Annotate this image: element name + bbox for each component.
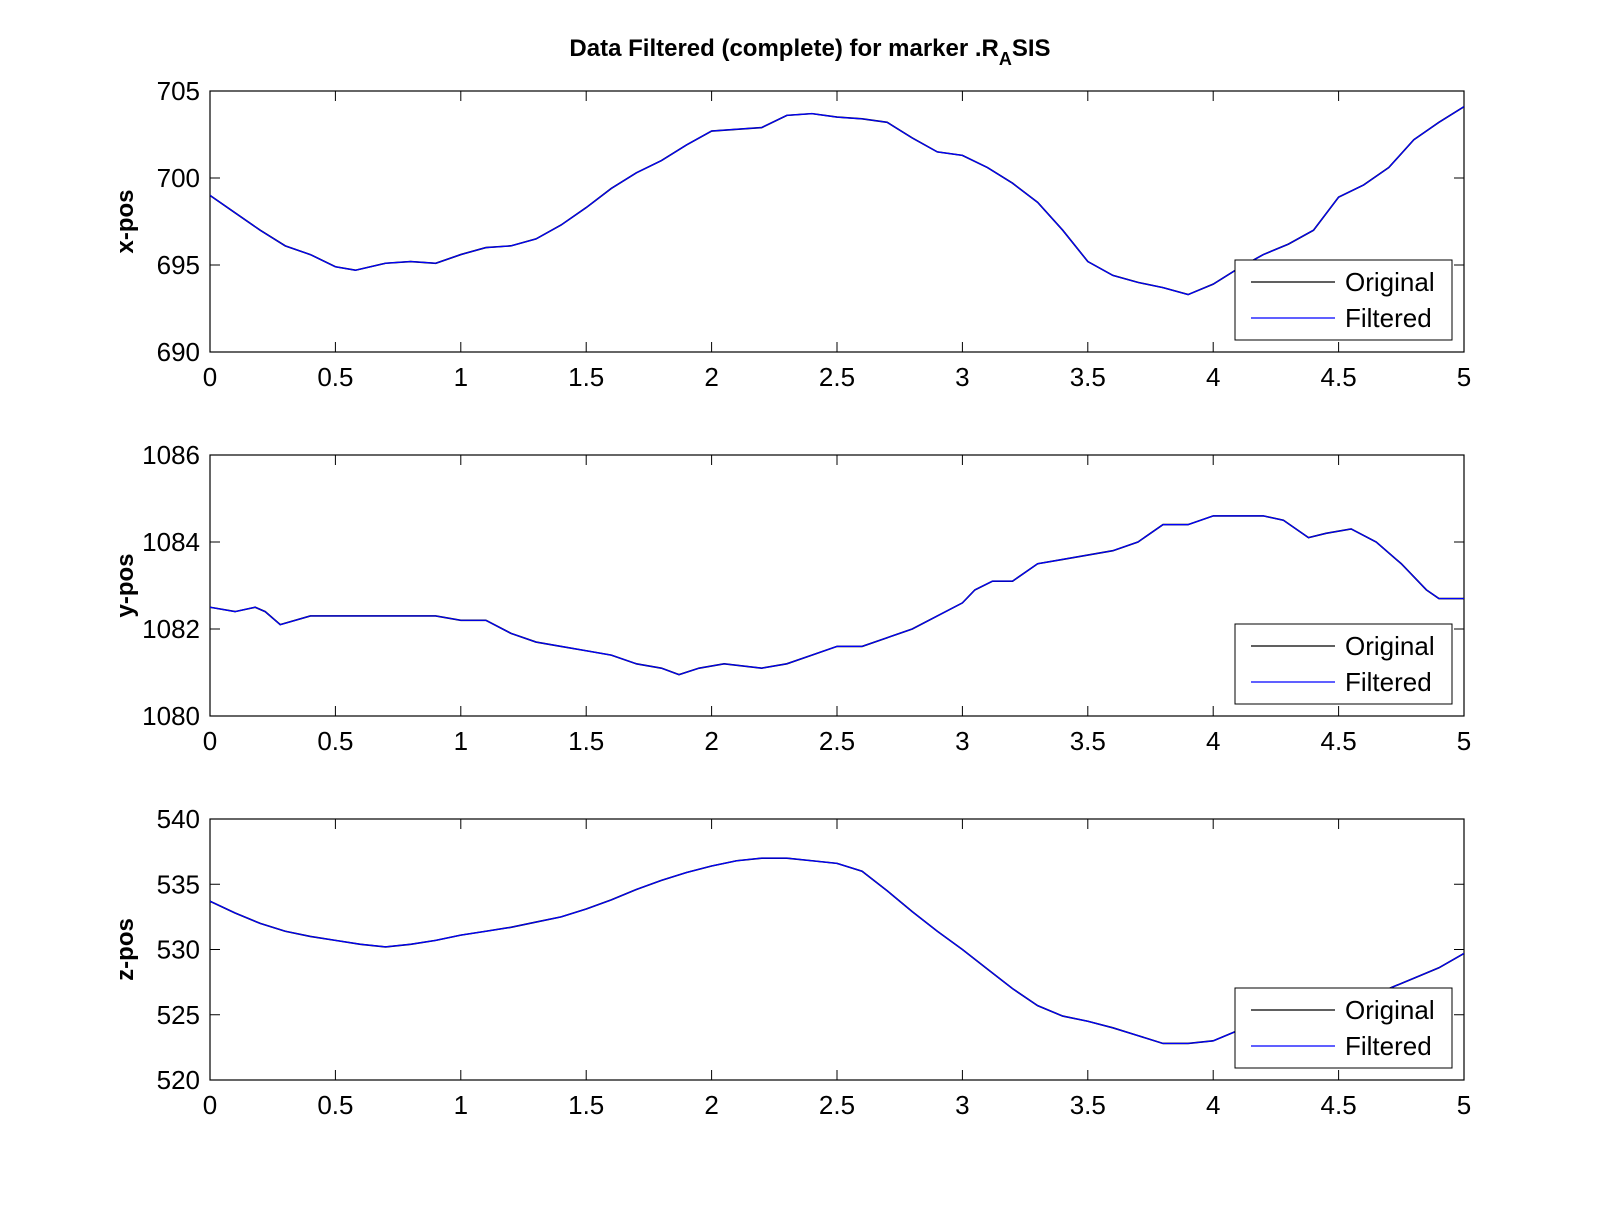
y-tick-label: 1086	[142, 440, 200, 470]
y-axis-label: x-pos	[112, 189, 139, 253]
subplot-z-pos: 0 0.5 1 1.5 2 2.5 3 3.5 4 4.5 5 520 525 530 535 540 z-po…	[112, 804, 1471, 1120]
chart-title-tail: SIS	[1012, 35, 1051, 62]
x-tick-label: 2.5	[819, 362, 855, 392]
y-tick-label: 700	[157, 163, 200, 193]
y-tick-label: 540	[157, 804, 200, 834]
legend-label-filtered: Filtered	[1345, 667, 1432, 697]
legend-box	[1234, 987, 1453, 1069]
legend-label-filtered: Filtered	[1345, 303, 1432, 333]
x-tick-label: 2.5	[819, 1090, 855, 1120]
legend-label-original: Original	[1345, 995, 1435, 1025]
chart-title-main: Data Filtered (complete) for marker .R	[569, 35, 998, 62]
y-tick-label: 535	[157, 869, 200, 899]
x-tick-label: 5	[1457, 726, 1471, 756]
x-tick-label: 2	[704, 362, 718, 392]
y-tick-label: 520	[157, 1065, 200, 1095]
x-tick-label: 4.5	[1321, 726, 1357, 756]
x-tick-label: 4.5	[1321, 1090, 1357, 1120]
x-tick-label: 3.5	[1070, 362, 1106, 392]
legend-label-filtered: Filtered	[1345, 1031, 1432, 1061]
x-tick-label: 0.5	[317, 726, 353, 756]
x-tick-label: 0.5	[317, 362, 353, 392]
x-tick-label: 3	[955, 726, 969, 756]
x-tick-label: 0	[203, 362, 217, 392]
x-tick-label: 3	[955, 362, 969, 392]
y-tick-label: 690	[157, 337, 200, 367]
y-tick-label: 1084	[142, 527, 200, 557]
y-tick-label: 695	[157, 250, 200, 280]
legend: Original Filtered	[1234, 623, 1453, 705]
chart-title-subscript: A	[999, 49, 1012, 69]
x-tick-label: 4	[1206, 726, 1220, 756]
series-line-filtered	[210, 106, 1464, 296]
legend-box	[1234, 623, 1453, 705]
x-tick-label: 3	[955, 1090, 969, 1120]
x-tick-label: 2	[704, 726, 718, 756]
y-axis-label: y-pos	[112, 553, 139, 617]
y-tick-label: 705	[157, 76, 200, 106]
x-tick-label: 2	[704, 1090, 718, 1120]
legend-box	[1234, 259, 1453, 341]
x-tick-label: 1.5	[568, 726, 604, 756]
x-tick-label: 1.5	[568, 362, 604, 392]
x-tick-label: 5	[1457, 362, 1471, 392]
legend: Original Filtered	[1234, 259, 1453, 341]
y-tick-label: 525	[157, 1000, 200, 1030]
y-tick-label: 1080	[142, 701, 200, 731]
x-tick-label: 5	[1457, 1090, 1471, 1120]
x-tick-label: 0	[203, 726, 217, 756]
x-tick-label: 1	[454, 726, 468, 756]
subplot-x-pos: 0 0.5 1 1.5 2 2.5 3 3.5 4 4.5 5 690 695 700 705 x-pos Or…	[112, 76, 1471, 392]
legend-label-original: Original	[1345, 631, 1435, 661]
chart-title: Data Filtered (complete) for marker .RAS…	[569, 35, 1050, 69]
y-axis-label: z-pos	[112, 918, 139, 981]
subplot-y-pos: 0 0.5 1 1.5 2 2.5 3 3.5 4 4.5 5 1080 1082 1084 1086 y-p…	[112, 440, 1471, 756]
x-tick-label: 2.5	[819, 726, 855, 756]
series-line-filtered	[210, 515, 1464, 676]
y-tick-label: 530	[157, 935, 200, 965]
x-tick-label: 1	[454, 362, 468, 392]
y-tick-label: 1082	[142, 614, 200, 644]
x-tick-label: 0	[203, 1090, 217, 1120]
x-tick-label: 1.5	[568, 1090, 604, 1120]
x-tick-label: 0.5	[317, 1090, 353, 1120]
legend-label-original: Original	[1345, 267, 1435, 297]
legend: Original Filtered	[1234, 987, 1453, 1069]
x-tick-label: 4	[1206, 1090, 1220, 1120]
x-tick-label: 3.5	[1070, 726, 1106, 756]
x-tick-label: 4	[1206, 362, 1220, 392]
x-tick-label: 1	[454, 1090, 468, 1120]
x-tick-label: 3.5	[1070, 1090, 1106, 1120]
x-tick-label: 4.5	[1321, 362, 1357, 392]
